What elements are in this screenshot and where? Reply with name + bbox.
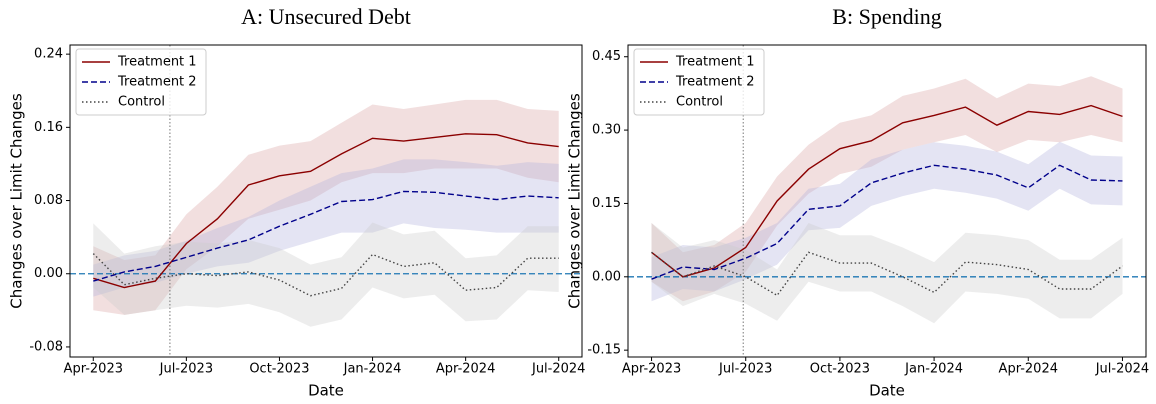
legend-label: Treatment 2 — [675, 75, 755, 90]
confidence-band — [651, 141, 1123, 302]
legend-box — [75, 48, 207, 116]
confidence-band — [93, 222, 559, 327]
y-tick-label: -0.15 — [587, 343, 621, 358]
y-axis-label: Changes over Limit Changes — [566, 93, 584, 309]
x-tick-label: Oct-2023 — [249, 362, 309, 377]
panel: A: Unsecured Debt Date Changes over Limit … — [8, 4, 586, 399]
x-tick-label: Jul-2024 — [531, 362, 585, 377]
confidence-band — [651, 223, 1123, 324]
series-line — [93, 190, 559, 282]
series-line — [92, 253, 559, 297]
series-line — [651, 164, 1123, 280]
y-tick-label: 0.00 — [34, 266, 63, 281]
chart-title: A: Unsecured Debt — [241, 4, 411, 29]
x-tick-label: Apr-2023 — [64, 362, 123, 377]
y-tick-label: 0.08 — [34, 193, 63, 208]
chart-title: B: Spending — [832, 4, 941, 29]
x-tick-label: Jul-2024 — [1095, 362, 1149, 377]
x-axis-label: Date — [869, 382, 905, 400]
x-tick-label: Oct-2023 — [810, 362, 870, 377]
series-line — [93, 133, 559, 289]
series-line — [651, 104, 1123, 278]
x-tick-label: Jan-2024 — [343, 362, 402, 377]
x-tick-label: Jul-2023 — [718, 362, 772, 377]
panel: B: Spending Date Changes over Limit Change… — [566, 4, 1150, 399]
y-tick-label: 0.45 — [592, 49, 621, 64]
confidence-band — [93, 99, 559, 315]
y-tick-label: -0.08 — [29, 339, 63, 354]
legend-label: Control — [118, 95, 165, 110]
x-tick-label: Jan-2024 — [904, 362, 963, 377]
confidence-band — [651, 76, 1123, 302]
y-tick-label: 0.30 — [592, 123, 621, 138]
x-tick-label: Apr-2023 — [622, 362, 681, 377]
y-tick-label: 0.15 — [592, 196, 621, 211]
y-tick-label: 0.24 — [34, 47, 63, 62]
legend-box — [633, 48, 765, 116]
x-axis-label: Date — [308, 382, 344, 400]
legend-label: Treatment 2 — [117, 75, 197, 90]
x-tick-label: Apr-2024 — [436, 362, 495, 377]
legend-label: Treatment 1 — [117, 55, 197, 70]
x-tick-label: Apr-2024 — [999, 362, 1058, 377]
plot-frame — [69, 44, 583, 358]
y-tick-label: 0.16 — [34, 120, 63, 135]
plot-frame — [627, 44, 1147, 358]
y-tick-label: 0.00 — [592, 269, 621, 284]
legend-label: Treatment 1 — [675, 55, 755, 70]
y-axis-label: Changes over Limit Changes — [8, 93, 26, 309]
legend-label: Control — [676, 95, 723, 110]
x-tick-label: Jul-2023 — [159, 362, 213, 377]
